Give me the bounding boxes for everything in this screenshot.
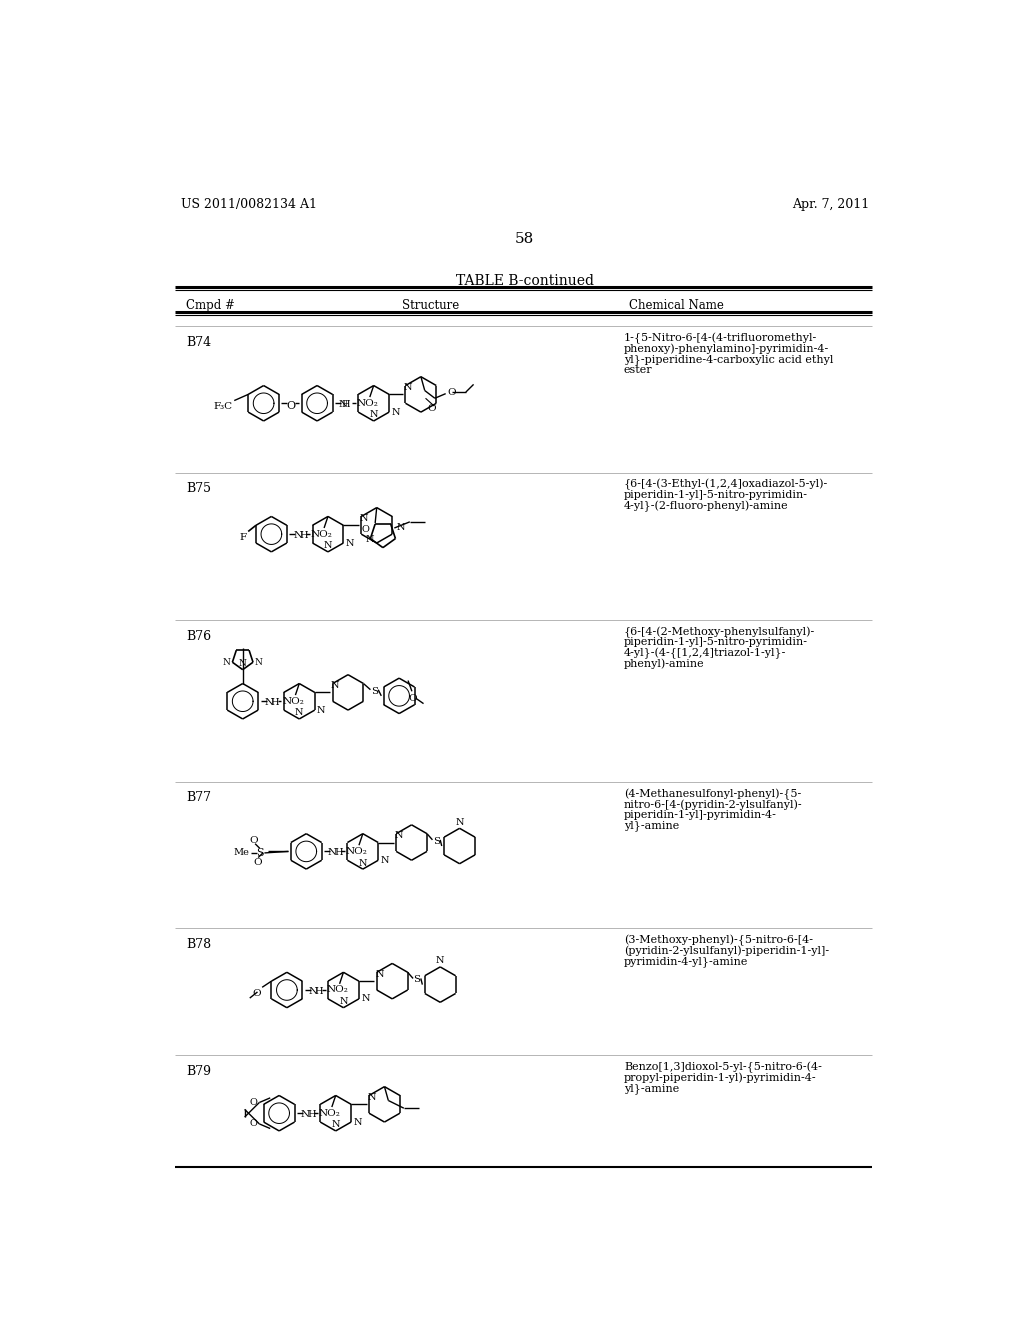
- Text: piperidin-1-yl]-5-nitro-pyrimidin-: piperidin-1-yl]-5-nitro-pyrimidin-: [624, 490, 808, 499]
- Text: N: N: [375, 970, 384, 979]
- Text: NO₂: NO₂: [311, 529, 333, 539]
- Text: S: S: [371, 686, 378, 696]
- Text: F: F: [240, 533, 247, 543]
- Text: US 2011/0082134 A1: US 2011/0082134 A1: [180, 198, 316, 211]
- Text: N: N: [391, 408, 400, 417]
- Text: yl}-amine: yl}-amine: [624, 821, 679, 832]
- Text: N: N: [394, 832, 403, 841]
- Text: NO₂: NO₂: [356, 400, 379, 408]
- Text: S: S: [414, 975, 421, 985]
- Text: Me: Me: [233, 849, 250, 858]
- Text: yl}-amine: yl}-amine: [624, 1084, 679, 1094]
- Text: O: O: [249, 836, 258, 845]
- Text: ester: ester: [624, 364, 652, 375]
- Text: N: N: [293, 531, 302, 540]
- Text: N: N: [358, 858, 367, 867]
- Text: O: O: [252, 989, 260, 998]
- Text: H: H: [270, 698, 280, 708]
- Text: TABLE B-continued: TABLE B-continued: [456, 275, 594, 288]
- Text: N: N: [381, 855, 389, 865]
- Text: N: N: [295, 709, 303, 718]
- Text: N: N: [403, 383, 413, 392]
- Text: N: N: [324, 541, 332, 550]
- Text: N: N: [361, 994, 370, 1003]
- Text: N: N: [331, 681, 340, 690]
- Text: Structure: Structure: [401, 300, 459, 313]
- Text: NO₂: NO₂: [283, 697, 304, 706]
- Text: B75: B75: [186, 482, 211, 495]
- Text: N: N: [332, 1121, 340, 1130]
- Text: B74: B74: [186, 335, 211, 348]
- Text: O: O: [409, 694, 417, 704]
- Text: H: H: [342, 400, 350, 409]
- Text: O: O: [361, 525, 370, 535]
- Text: N: N: [456, 818, 464, 826]
- Text: H: H: [299, 531, 308, 540]
- Text: S: S: [433, 837, 440, 846]
- Text: S: S: [256, 847, 263, 858]
- Text: B78: B78: [186, 937, 211, 950]
- Text: N: N: [264, 698, 273, 708]
- Text: N: N: [359, 513, 369, 523]
- Text: NO₂: NO₂: [327, 985, 348, 994]
- Text: Cmpd #: Cmpd #: [186, 300, 234, 313]
- Text: phenyl)-amine: phenyl)-amine: [624, 659, 705, 669]
- Text: 4-yl}-(2-fluoro-phenyl)-amine: 4-yl}-(2-fluoro-phenyl)-amine: [624, 500, 788, 512]
- Text: B76: B76: [186, 630, 211, 643]
- Text: NO₂: NO₂: [318, 1109, 340, 1118]
- Text: pyrimidin-4-yl}-amine: pyrimidin-4-yl}-amine: [624, 956, 749, 968]
- Text: 4-yl}-(4-{[1,2,4]triazol-1-yl}-: 4-yl}-(4-{[1,2,4]triazol-1-yl}-: [624, 648, 786, 660]
- Text: (3-Methoxy-phenyl)-{5-nitro-6-[4-: (3-Methoxy-phenyl)-{5-nitro-6-[4-: [624, 935, 813, 946]
- Text: Apr. 7, 2011: Apr. 7, 2011: [792, 198, 869, 211]
- Text: N: N: [353, 1118, 361, 1126]
- Text: 58: 58: [515, 231, 535, 246]
- Text: H: H: [334, 849, 343, 858]
- Text: {6-[4-(3-Ethyl-(1,2,4]oxadiazol-5-yl)-: {6-[4-(3-Ethyl-(1,2,4]oxadiazol-5-yl)-: [624, 479, 828, 490]
- Text: B77: B77: [186, 792, 211, 804]
- Text: (4-Methanesulfonyl-phenyl)-{5-: (4-Methanesulfonyl-phenyl)-{5-: [624, 788, 801, 800]
- Text: O: O: [286, 400, 295, 411]
- Text: 1-{5-Nitro-6-[4-(4-trifluoromethyl-: 1-{5-Nitro-6-[4-(4-trifluoromethyl-: [624, 333, 817, 343]
- Text: Chemical Name: Chemical Name: [629, 300, 724, 313]
- Text: Benzo[1,3]dioxol-5-yl-{5-nitro-6-(4-: Benzo[1,3]dioxol-5-yl-{5-nitro-6-(4-: [624, 1061, 822, 1073]
- Text: piperidin-1-yl]-pyrimidin-4-: piperidin-1-yl]-pyrimidin-4-: [624, 810, 777, 820]
- Text: N: N: [223, 657, 230, 667]
- Text: O: O: [253, 858, 262, 867]
- Text: O: O: [249, 1119, 257, 1129]
- Text: N: N: [396, 524, 406, 532]
- Text: {6-[4-(2-Methoxy-phenylsulfanyl)-: {6-[4-(2-Methoxy-phenylsulfanyl)-: [624, 627, 815, 638]
- Text: B79: B79: [186, 1065, 211, 1077]
- Text: N: N: [301, 1110, 310, 1119]
- Text: O: O: [447, 388, 456, 396]
- Text: N: N: [346, 539, 354, 548]
- Text: N: N: [308, 987, 317, 997]
- Text: yl}-piperidine-4-carboxylic acid ethyl: yl}-piperidine-4-carboxylic acid ethyl: [624, 354, 834, 364]
- Text: N: N: [255, 657, 262, 667]
- Text: nitro-6-[4-(pyridin-2-ylsulfanyl)-: nitro-6-[4-(pyridin-2-ylsulfanyl)-: [624, 799, 803, 809]
- Text: N: N: [436, 957, 444, 965]
- Text: phenoxy)-phenylamino]-pyrimidin-4-: phenoxy)-phenylamino]-pyrimidin-4-: [624, 343, 829, 354]
- Text: N: N: [366, 535, 374, 544]
- Text: H: H: [307, 1110, 315, 1119]
- Text: N: N: [239, 659, 247, 668]
- Text: F₃C: F₃C: [214, 403, 232, 411]
- Text: H: H: [314, 987, 324, 997]
- Text: piperidin-1-yl]-5-nitro-pyrimidin-: piperidin-1-yl]-5-nitro-pyrimidin-: [624, 638, 808, 647]
- Text: N: N: [339, 400, 348, 409]
- Text: N: N: [317, 706, 326, 714]
- Text: O: O: [249, 1098, 257, 1107]
- Text: N: N: [368, 1093, 376, 1102]
- Text: N: N: [370, 411, 378, 420]
- Text: O: O: [427, 404, 436, 413]
- Text: N: N: [328, 849, 337, 858]
- Text: propyl-piperidin-1-yl)-pyrimidin-4-: propyl-piperidin-1-yl)-pyrimidin-4-: [624, 1072, 816, 1082]
- Text: (pyridin-2-ylsulfanyl)-piperidin-1-yl]-: (pyridin-2-ylsulfanyl)-piperidin-1-yl]-: [624, 945, 829, 956]
- Text: N: N: [339, 997, 348, 1006]
- Text: NO₂: NO₂: [346, 847, 368, 855]
